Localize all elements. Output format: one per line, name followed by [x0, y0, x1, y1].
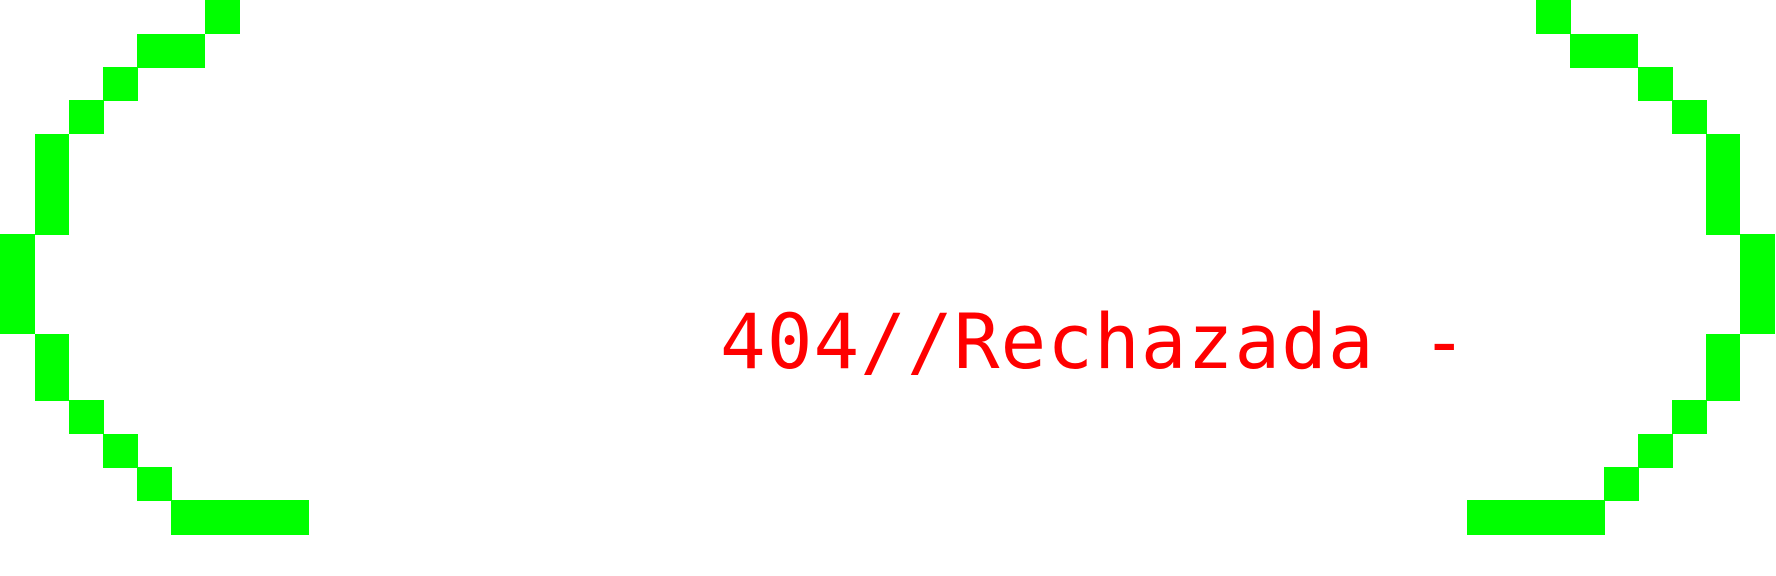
left-bracket-pixel [137, 34, 205, 68]
right-bracket-pixel [1638, 434, 1673, 468]
left-bracket-pixel [69, 100, 104, 134]
right-bracket-pixel [1570, 34, 1638, 68]
status-message: 404//Rechazada - [720, 297, 1469, 386]
left-bracket-pixel [103, 67, 138, 101]
left-bracket-pixel [171, 500, 309, 535]
right-bracket-pixel [1536, 0, 1571, 34]
right-bracket-pixel [1638, 67, 1673, 101]
right-bracket-pixel [1706, 134, 1740, 235]
left-bracket-pixel [69, 400, 104, 434]
right-bracket-pixel [1706, 334, 1740, 401]
left-bracket-pixel [103, 434, 138, 468]
left-bracket-pixel [35, 134, 69, 235]
right-bracket-pixel [1672, 100, 1707, 134]
left-bracket-pixel [137, 467, 172, 501]
left-bracket-pixel [35, 334, 69, 401]
right-bracket-pixel [1672, 400, 1707, 434]
right-bracket-pixel [1467, 500, 1605, 535]
left-bracket-pixel [205, 0, 240, 34]
right-bracket-pixel [1604, 467, 1639, 501]
right-bracket-pixel [1740, 234, 1775, 334]
left-bracket-pixel [0, 234, 35, 334]
